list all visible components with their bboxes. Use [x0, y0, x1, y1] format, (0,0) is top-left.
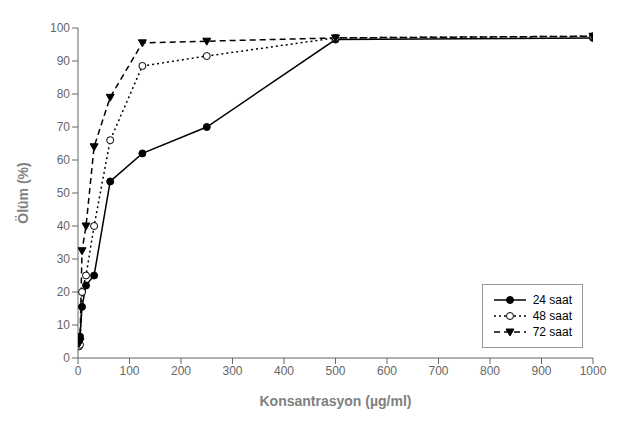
- svg-text:0: 0: [75, 364, 82, 378]
- svg-text:Ölüm (%): Ölüm (%): [15, 162, 31, 223]
- svg-text:50: 50: [57, 186, 71, 200]
- html-text:48 saat: 48 saat: [532, 309, 572, 323]
- svg-text:20: 20: [57, 285, 71, 299]
- svg-text:60: 60: [57, 153, 71, 167]
- svg-text:Konsantrasyon (µg/ml): Konsantrasyon (µg/ml): [260, 393, 412, 409]
- svg-text:900: 900: [531, 364, 551, 378]
- svg-text:600: 600: [377, 364, 397, 378]
- svg-text:10: 10: [57, 318, 71, 332]
- svg-text:500: 500: [325, 364, 345, 378]
- svg-text:1000: 1000: [580, 364, 607, 378]
- svg-text:800: 800: [480, 364, 500, 378]
- html-text:24 saat: 24 saat: [532, 293, 572, 307]
- svg-text:70: 70: [57, 120, 71, 134]
- svg-text:80: 80: [57, 87, 71, 101]
- svg-text:100: 100: [119, 364, 139, 378]
- svg-text:30: 30: [57, 252, 71, 266]
- html-text:72 saat: 72 saat: [532, 325, 572, 339]
- svg-text:700: 700: [428, 364, 448, 378]
- svg-text:100: 100: [50, 21, 70, 35]
- svg-text:0: 0: [63, 351, 70, 365]
- svg-text:200: 200: [171, 364, 191, 378]
- svg-text:400: 400: [274, 364, 294, 378]
- svg-text:40: 40: [57, 219, 71, 233]
- svg-text:90: 90: [57, 54, 71, 68]
- svg-text:300: 300: [222, 364, 242, 378]
